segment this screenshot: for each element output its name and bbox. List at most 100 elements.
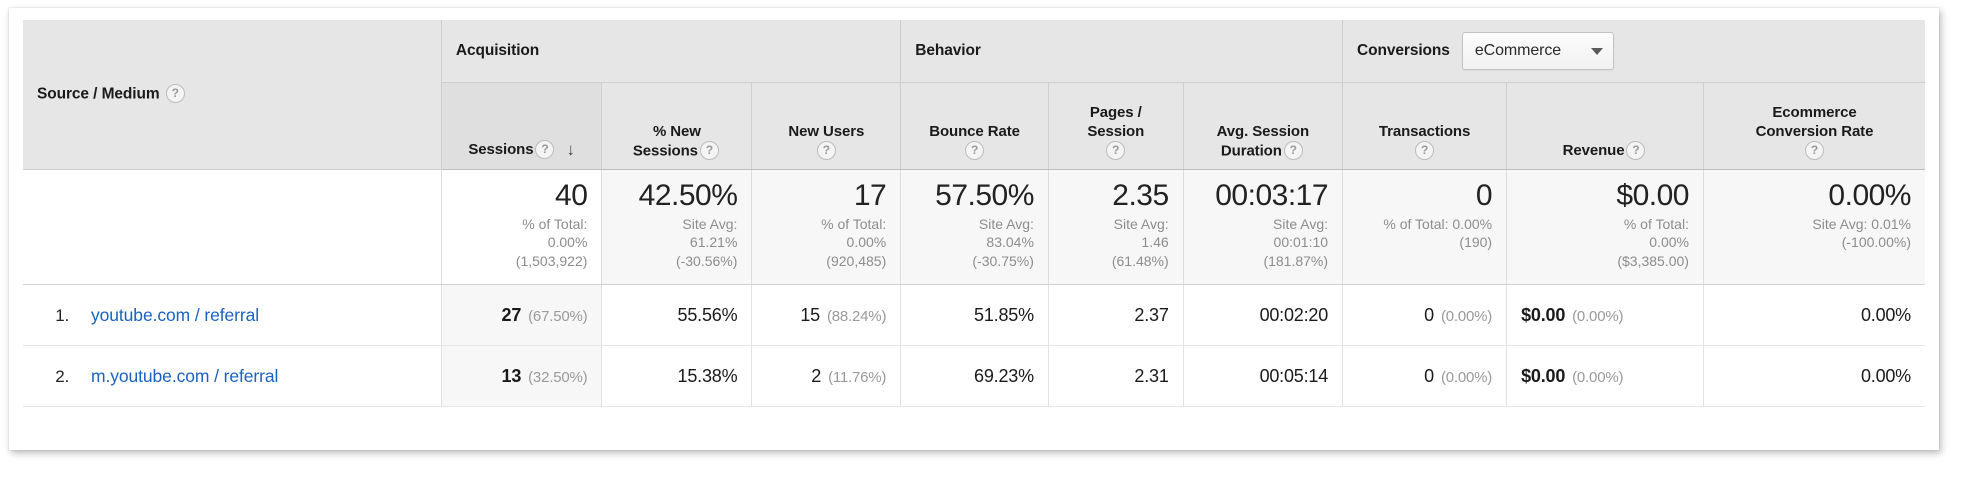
- value-conversion-rate: 0.00%: [1860, 365, 1911, 386]
- cell-revenue: $0.00 (0.00%): [1506, 284, 1704, 346]
- summary-note-revenue-3: ($3,385.00): [1617, 253, 1689, 270]
- summary-note-pages-1: Site Avg:: [1113, 215, 1169, 232]
- summary-value-sessions: 40: [555, 179, 588, 212]
- cell-avg-session-duration: 00:05:14: [1183, 345, 1344, 407]
- sort-descending-arrow-icon[interactable]: ↓: [566, 139, 575, 159]
- column-header-pages-session[interactable]: Pages / Session ?: [1048, 82, 1184, 170]
- value-new-users-pct: (11.76%): [828, 368, 887, 386]
- value-bounce-rate: 69.23%: [974, 365, 1034, 386]
- value-new-sessions-pct: 55.56%: [677, 304, 738, 325]
- table-row: 2. m.youtube.com / referral 13 (32.50%) 15…: [23, 345, 1925, 407]
- help-icon[interactable]: ?: [1415, 140, 1435, 160]
- value-new-users: 15: [800, 304, 820, 325]
- column-header-avg-session-duration[interactable]: Avg. Session Duration?: [1183, 82, 1344, 170]
- group-header-row: Source / Medium ? Acquisition Behavior C…: [23, 20, 1925, 170]
- value-new-users-pct: (88.24%): [826, 307, 887, 325]
- summary-note-conversion-1: Site Avg: 0.01%: [1812, 215, 1911, 232]
- dimension-header-cell[interactable]: Source / Medium ?: [23, 20, 442, 170]
- column-header-ecommerce-conversion-rate[interactable]: Ecommerce Conversion Rate ?: [1703, 82, 1925, 170]
- value-revenue: $0.00: [1521, 304, 1566, 325]
- conversions-goal-select[interactable]: eCommerce: [1461, 32, 1614, 70]
- column-label-bounce-rate: Bounce Rate: [929, 122, 1020, 140]
- summary-cell-avg-session-duration: 00:03:17 Site Avg: 00:01:10 (181.87%): [1183, 169, 1344, 285]
- summary-row: 40 % of Total: 0.00% (1,503,922) 42.50% …: [23, 169, 1925, 285]
- summary-value-new-sessions-pct: 42.50%: [638, 179, 738, 212]
- cell-new-sessions-pct: 15.38%: [601, 345, 753, 407]
- summary-value-avg-duration: 00:03:17: [1215, 179, 1329, 212]
- value-new-sessions-pct: 15.38%: [677, 365, 738, 386]
- help-icon[interactable]: ?: [535, 139, 555, 159]
- help-icon[interactable]: ?: [699, 140, 719, 160]
- column-label-pages-session-line2: Session: [1087, 122, 1145, 140]
- value-transactions: 0: [1424, 365, 1434, 386]
- help-icon[interactable]: ?: [1106, 140, 1126, 160]
- summary-note-sessions-3: (1,503,922): [515, 253, 588, 270]
- cell-sessions: 13 (32.50%): [441, 345, 603, 407]
- summary-cell-pages-session: 2.35 Site Avg: 1.46 (61.48%): [1048, 169, 1184, 285]
- cell-revenue: $0.00 (0.00%): [1506, 345, 1704, 407]
- value-revenue: $0.00: [1521, 365, 1566, 386]
- summary-cell-new-sessions-pct: 42.50% Site Avg: 61.21% (-30.56%): [601, 169, 753, 285]
- conversions-goal-select-value: eCommerce: [1474, 42, 1562, 59]
- column-header-transactions[interactable]: Transactions ?: [1342, 82, 1508, 170]
- help-icon[interactable]: ?: [165, 84, 185, 103]
- value-avg-duration: 00:05:14: [1259, 365, 1329, 386]
- help-icon[interactable]: ?: [1626, 140, 1646, 160]
- summary-note-pages-3: (61.48%): [1111, 253, 1169, 270]
- cell-bounce-rate: 51.85%: [900, 284, 1049, 346]
- summary-note-revenue-2: 0.00%: [1649, 234, 1689, 251]
- value-sessions: 13: [501, 365, 522, 386]
- summary-note-bounce-2: 83.04%: [986, 234, 1034, 251]
- row-dimension-cell: 1. youtube.com / referral: [23, 284, 442, 346]
- summary-note-pages-2: 1.46: [1141, 234, 1169, 251]
- column-header-row: Sessions? ↓ % New Sessions? New Users ? B…: [23, 82, 1925, 170]
- summary-cell-ecommerce-conversion-rate: 0.00% Site Avg: 0.01% (-100.00%): [1703, 169, 1925, 285]
- summary-note-conversion-2: (-100.00%): [1841, 234, 1911, 251]
- column-header-new-sessions-pct[interactable]: % New Sessions?: [601, 82, 753, 170]
- value-revenue-pct: (0.00%): [1572, 307, 1624, 325]
- group-label-behavior: Behavior: [915, 42, 981, 59]
- value-bounce-rate: 51.85%: [974, 304, 1034, 325]
- value-avg-duration: 00:02:20: [1259, 304, 1329, 325]
- cell-bounce-rate: 69.23%: [900, 345, 1049, 407]
- column-label-transactions: Transactions: [1378, 122, 1471, 140]
- summary-note-new-sessions-1: Site Avg:: [682, 215, 738, 232]
- cell-avg-session-duration: 00:02:20: [1183, 284, 1344, 346]
- dimension-header-label: Source / Medium: [37, 85, 160, 103]
- column-header-bounce-rate[interactable]: Bounce Rate ?: [900, 82, 1049, 170]
- column-label-pages-session-line1: Pages /: [1089, 103, 1142, 121]
- source-medium-link[interactable]: youtube.com / referral: [91, 304, 260, 325]
- summary-note-new-users-1: % of Total:: [821, 215, 887, 232]
- help-icon[interactable]: ?: [965, 140, 985, 160]
- summary-value-pages-session: 2.35: [1112, 179, 1169, 212]
- cell-new-users: 2 (11.76%): [751, 345, 902, 407]
- column-header-sessions[interactable]: Sessions? ↓: [441, 82, 603, 170]
- chevron-down-icon: [1590, 47, 1603, 55]
- summary-note-new-sessions-2: 61.21%: [689, 234, 738, 251]
- summary-note-transactions-2: (190): [1459, 234, 1493, 251]
- summary-value-conversion-rate: 0.00%: [1828, 179, 1911, 212]
- help-icon[interactable]: ?: [816, 140, 836, 160]
- column-label-ecommerce-line2: Conversion Rate: [1755, 122, 1874, 140]
- column-label-new-users: New Users: [788, 122, 865, 140]
- column-header-new-users[interactable]: New Users ?: [751, 82, 902, 170]
- value-sessions: 27: [501, 304, 522, 325]
- help-icon[interactable]: ?: [1283, 140, 1303, 160]
- summary-note-bounce-3: (-30.75%): [972, 253, 1034, 270]
- source-medium-link[interactable]: m.youtube.com / referral: [91, 365, 279, 386]
- value-transactions-pct: (0.00%): [1440, 307, 1493, 325]
- value-conversion-rate: 0.00%: [1860, 304, 1911, 325]
- cell-pages-session: 2.31: [1048, 345, 1184, 407]
- value-transactions-pct: (0.00%): [1440, 368, 1493, 386]
- cell-transactions: 0 (0.00%): [1342, 345, 1508, 407]
- help-icon[interactable]: ?: [1804, 140, 1824, 160]
- group-label-acquisition: Acquisition: [455, 42, 540, 59]
- group-header-acquisition: Acquisition: [441, 20, 902, 83]
- summary-note-duration-3: (181.87%): [1263, 253, 1329, 270]
- analytics-table-container: Source / Medium ? Acquisition Behavior C…: [23, 20, 1925, 440]
- summary-note-duration-2: 00:01:10: [1273, 234, 1329, 251]
- row-index: 1.: [55, 305, 69, 325]
- column-header-revenue[interactable]: Revenue?: [1506, 82, 1704, 170]
- value-transactions: 0: [1424, 304, 1434, 325]
- table-row: 1. youtube.com / referral 27 (67.50%) 55.5…: [23, 284, 1925, 346]
